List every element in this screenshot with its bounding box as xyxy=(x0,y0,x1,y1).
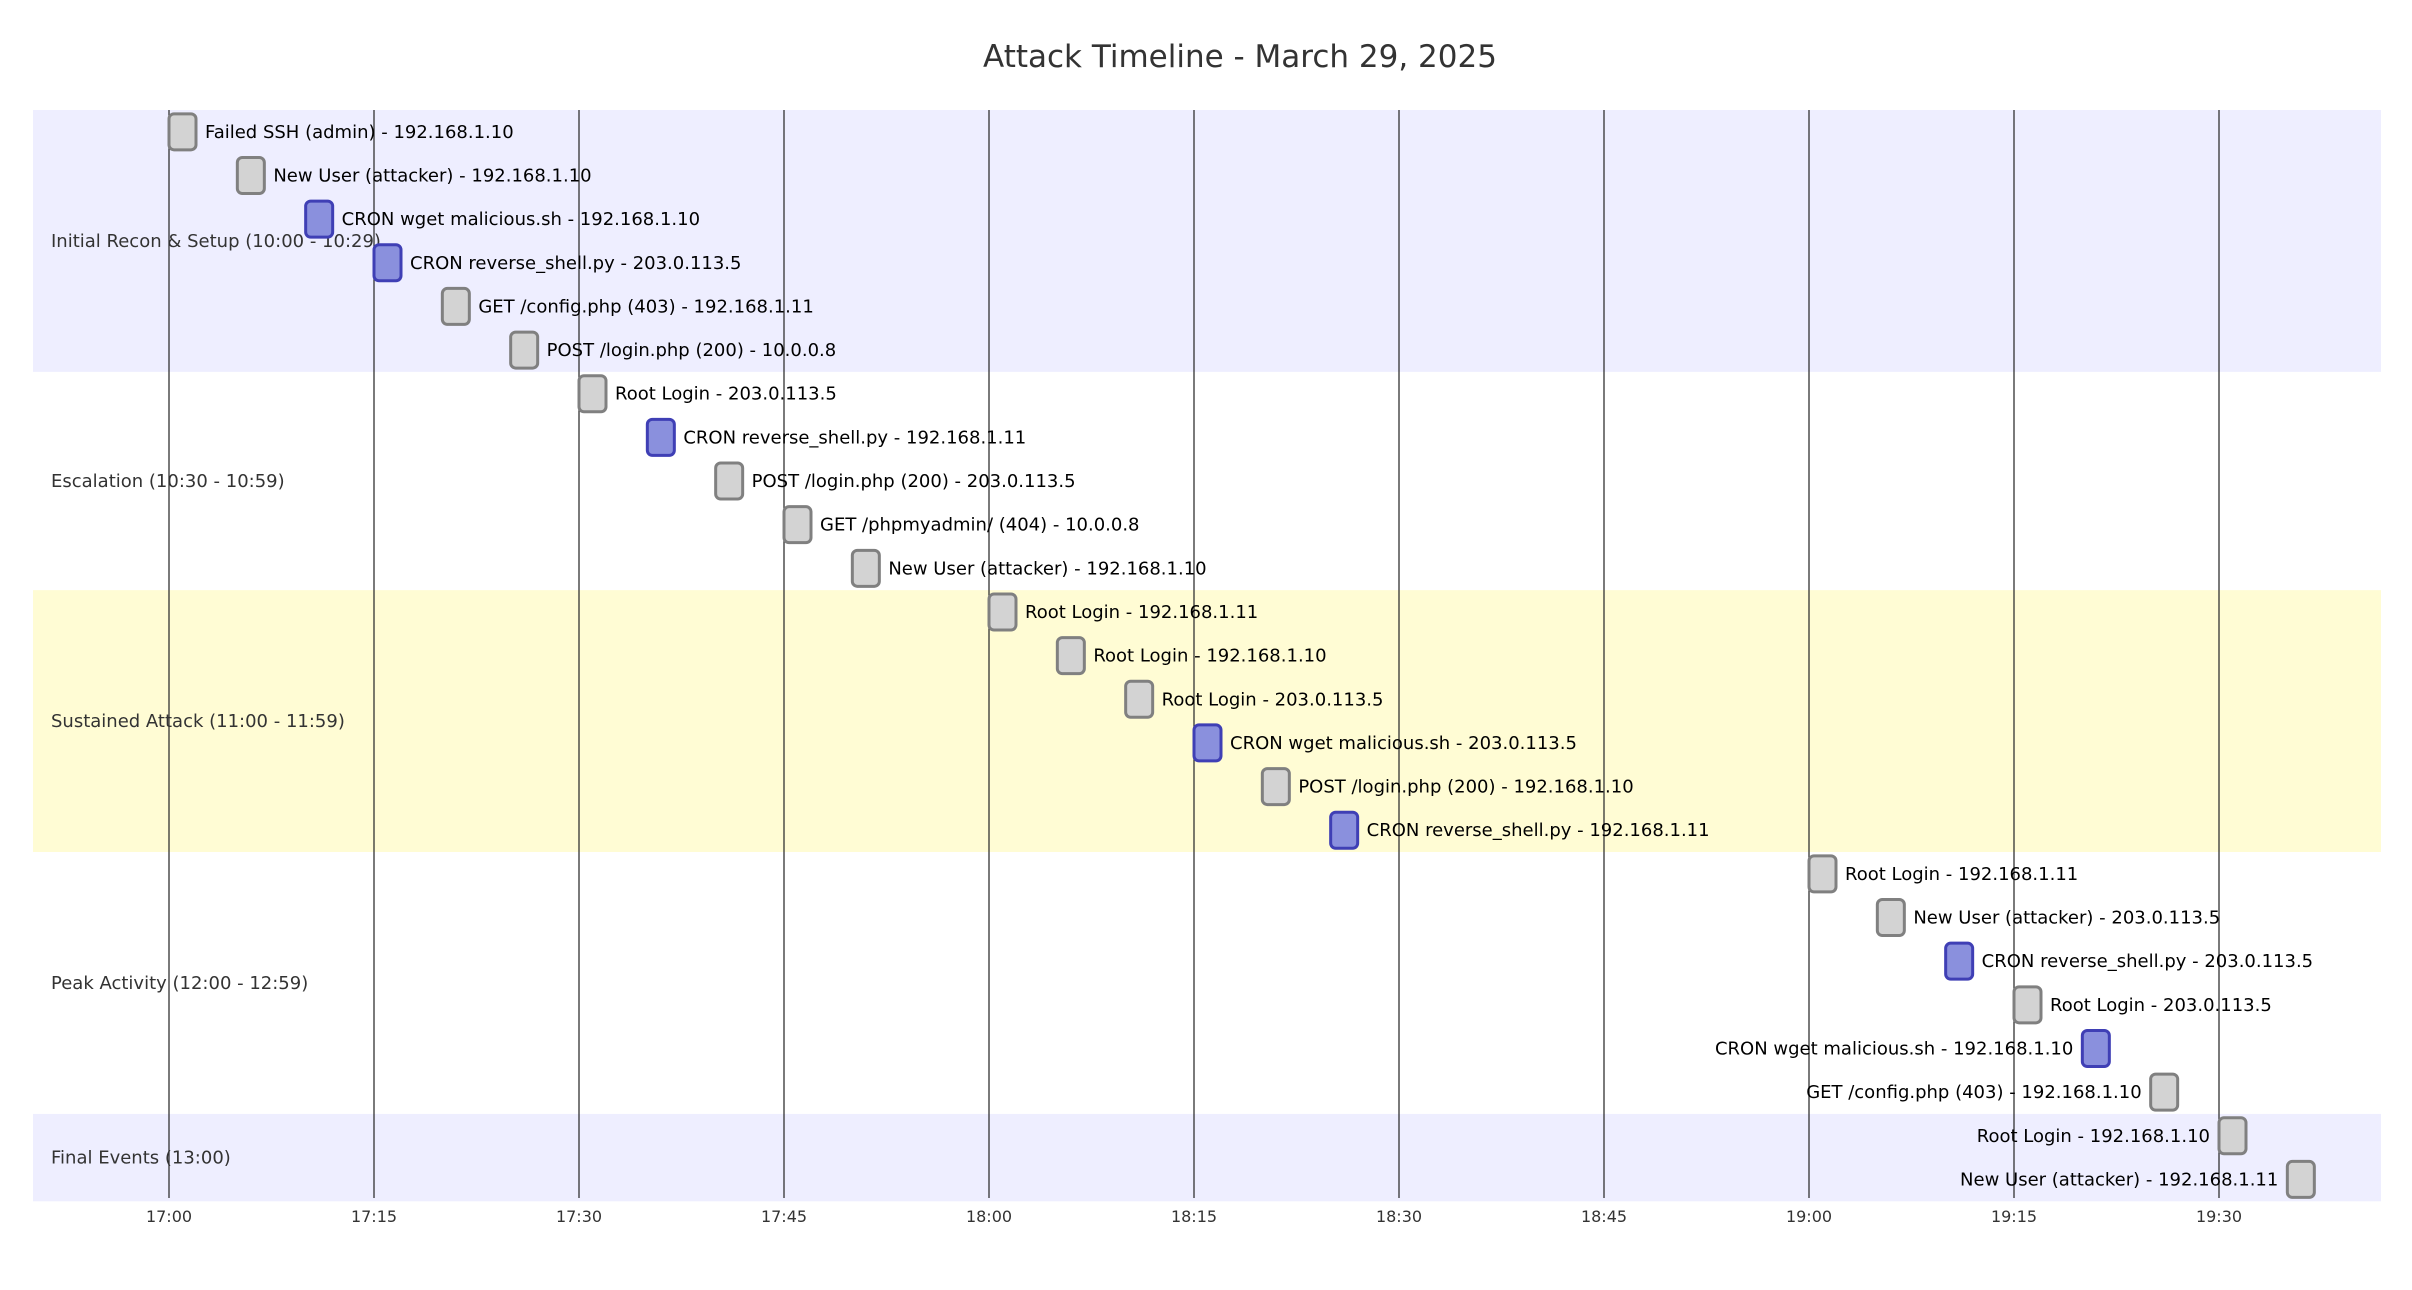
task-marker[interactable] xyxy=(509,330,540,370)
x-tick-label: 19:00 xyxy=(1786,1207,1832,1226)
task-label: Root Login - 203.0.113.5 xyxy=(2050,995,2272,1016)
task-label: GET /config.php (403) - 192.168.1.10 xyxy=(1806,1082,2141,1103)
task-label: CRON reverse_shell.py - 192.168.1.11 xyxy=(683,427,1026,448)
task-label: Root Login - 203.0.113.5 xyxy=(1162,689,1384,710)
section-band xyxy=(33,110,2381,372)
task-label: CRON wget malicious.sh - 192.168.1.10 xyxy=(342,209,700,230)
critical-task-marker[interactable] xyxy=(1192,723,1223,763)
task-marker[interactable] xyxy=(987,592,1018,632)
critical-task-marker[interactable] xyxy=(1944,941,1975,981)
task-marker[interactable] xyxy=(167,112,198,152)
x-tick-label: 18:15 xyxy=(1171,1207,1217,1226)
task-marker[interactable] xyxy=(440,286,471,326)
chart-title: Attack Timeline - March 29, 2025 xyxy=(983,39,1497,75)
task-marker[interactable] xyxy=(2217,1116,2248,1156)
task-marker[interactable] xyxy=(850,548,881,588)
task-marker[interactable] xyxy=(1124,679,1155,719)
task-marker[interactable] xyxy=(2149,1072,2180,1112)
x-tick-label: 18:30 xyxy=(1376,1207,1422,1226)
task-label: CRON wget malicious.sh - 203.0.113.5 xyxy=(1230,733,1577,754)
task-label: Root Login - 192.168.1.11 xyxy=(1025,602,1258,623)
section-label: Final Events (13:00) xyxy=(51,1148,231,1169)
task-marker[interactable] xyxy=(2285,1159,2316,1199)
task-marker[interactable] xyxy=(782,505,813,545)
task-label: CRON reverse_shell.py - 192.168.1.11 xyxy=(1367,820,1710,841)
x-tick-label: 17:15 xyxy=(351,1207,397,1226)
task-label: CRON wget malicious.sh - 192.168.1.10 xyxy=(1715,1038,2073,1059)
task-label: Failed SSH (admin) - 192.168.1.10 xyxy=(205,122,514,143)
task-label: CRON reverse_shell.py - 203.0.113.5 xyxy=(410,253,741,274)
task-label: POST /login.php (200) - 203.0.113.5 xyxy=(752,471,1076,492)
critical-task-marker[interactable] xyxy=(304,199,335,239)
task-label: New User (attacker) - 192.168.1.10 xyxy=(273,165,591,186)
critical-task-marker[interactable] xyxy=(1329,810,1360,850)
task-marker[interactable] xyxy=(2012,985,2043,1025)
x-tick-label: 18:45 xyxy=(1581,1207,1627,1226)
task-marker[interactable] xyxy=(1875,898,1906,938)
task-marker[interactable] xyxy=(1260,767,1291,807)
task-marker[interactable] xyxy=(714,461,745,501)
task-label: POST /login.php (200) - 10.0.0.8 xyxy=(547,340,837,361)
section-label: Escalation (10:30 - 10:59) xyxy=(51,471,285,492)
task-label: Root Login - 192.168.1.10 xyxy=(1977,1126,2210,1147)
x-tick-label: 19:15 xyxy=(1991,1207,2037,1226)
x-tick-label: 17:45 xyxy=(761,1207,807,1226)
task-label: New User (attacker) - 192.168.1.11 xyxy=(1960,1169,2278,1190)
task-label: POST /login.php (200) - 192.168.1.10 xyxy=(1298,777,1633,798)
task-marker[interactable] xyxy=(1055,636,1086,676)
critical-task-marker[interactable] xyxy=(2080,1028,2111,1068)
x-tick-label: 17:30 xyxy=(556,1207,602,1226)
section-label: Sustained Attack (11:00 - 11:59) xyxy=(51,711,345,732)
task-label: Root Login - 192.168.1.10 xyxy=(1093,646,1326,667)
section-label: Peak Activity (12:00 - 12:59) xyxy=(51,973,308,994)
task-marker[interactable] xyxy=(1807,854,1838,894)
task-label: GET /config.php (403) - 192.168.1.11 xyxy=(478,296,813,317)
x-tick-label: 19:30 xyxy=(2196,1207,2242,1226)
critical-task-marker[interactable] xyxy=(372,243,403,283)
task-label: Root Login - 192.168.1.11 xyxy=(1845,864,2078,885)
task-label: CRON reverse_shell.py - 203.0.113.5 xyxy=(1982,951,2313,972)
critical-task-marker[interactable] xyxy=(645,417,676,457)
task-label: Root Login - 203.0.113.5 xyxy=(615,384,837,405)
x-tick-label: 18:00 xyxy=(966,1207,1012,1226)
task-marker[interactable] xyxy=(577,374,608,414)
task-label: New User (attacker) - 203.0.113.5 xyxy=(1913,908,2220,929)
task-label: GET /phpmyadmin/ (404) - 10.0.0.8 xyxy=(820,515,1140,536)
section-band xyxy=(33,852,2381,1114)
section-band xyxy=(33,590,2381,853)
section-label: Initial Recon & Setup (10:00 - 10:29) xyxy=(51,231,381,252)
section-band xyxy=(33,371,2381,591)
section-band xyxy=(33,1113,2381,1202)
task-label: New User (attacker) - 192.168.1.10 xyxy=(888,558,1206,579)
x-tick-label: 17:00 xyxy=(146,1207,192,1226)
task-marker[interactable] xyxy=(235,155,266,195)
